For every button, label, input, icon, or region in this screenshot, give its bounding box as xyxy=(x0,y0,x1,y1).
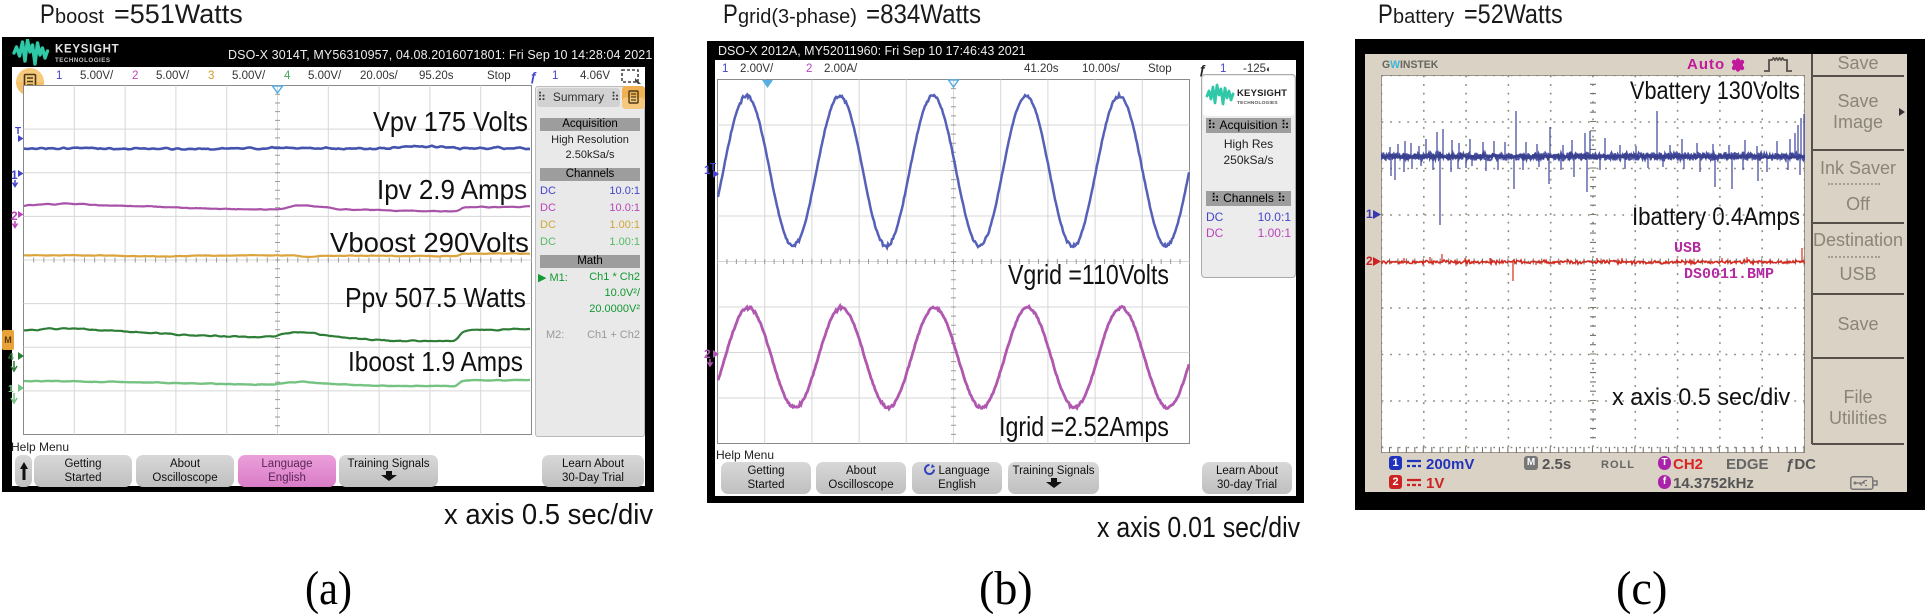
svg-text:KEYSIGHT: KEYSIGHT xyxy=(1237,88,1287,99)
svg-text:2: 2 xyxy=(11,209,18,223)
svg-text:1: 1 xyxy=(11,168,18,182)
svg-text:1: 1 xyxy=(704,163,711,177)
svg-text:KEYSIGHT: KEYSIGHT xyxy=(55,44,119,56)
svg-text:TECHNOLOGIES: TECHNOLOGIES xyxy=(55,57,111,64)
svg-text:TECHNOLOGIES: TECHNOLOGIES xyxy=(1237,100,1278,106)
svg-text:4: 4 xyxy=(8,352,14,363)
svg-text:2: 2 xyxy=(704,347,711,361)
svg-text:T: T xyxy=(710,162,716,173)
svg-text:T: T xyxy=(15,126,21,137)
svg-text:1: 1 xyxy=(8,384,14,395)
